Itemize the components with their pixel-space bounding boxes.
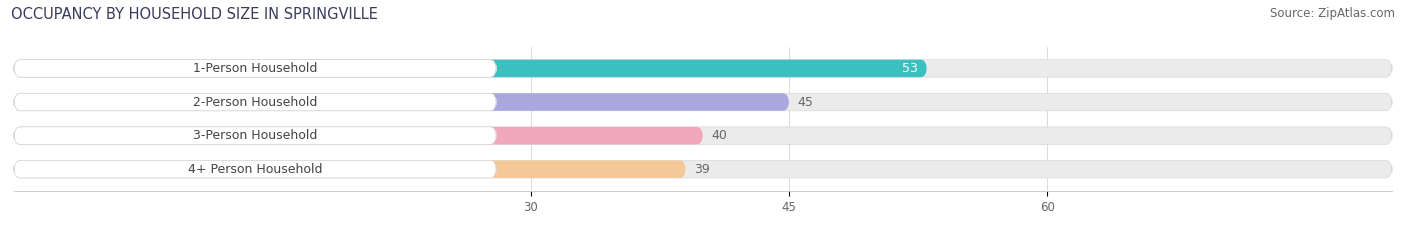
FancyBboxPatch shape bbox=[14, 161, 686, 178]
Text: 45: 45 bbox=[797, 96, 814, 109]
FancyBboxPatch shape bbox=[14, 127, 496, 144]
FancyBboxPatch shape bbox=[14, 93, 1392, 111]
Text: 39: 39 bbox=[695, 163, 710, 176]
FancyBboxPatch shape bbox=[14, 161, 1392, 178]
FancyBboxPatch shape bbox=[14, 60, 1392, 77]
Text: 4+ Person Household: 4+ Person Household bbox=[188, 163, 322, 176]
Text: 3-Person Household: 3-Person Household bbox=[193, 129, 318, 142]
FancyBboxPatch shape bbox=[14, 60, 927, 77]
Text: 2-Person Household: 2-Person Household bbox=[193, 96, 318, 109]
Text: OCCUPANCY BY HOUSEHOLD SIZE IN SPRINGVILLE: OCCUPANCY BY HOUSEHOLD SIZE IN SPRINGVIL… bbox=[11, 7, 378, 22]
Text: 40: 40 bbox=[711, 129, 727, 142]
Text: Source: ZipAtlas.com: Source: ZipAtlas.com bbox=[1270, 7, 1395, 20]
Text: 53: 53 bbox=[903, 62, 918, 75]
FancyBboxPatch shape bbox=[14, 93, 789, 111]
FancyBboxPatch shape bbox=[14, 93, 496, 111]
FancyBboxPatch shape bbox=[14, 127, 703, 144]
FancyBboxPatch shape bbox=[14, 161, 496, 178]
FancyBboxPatch shape bbox=[14, 60, 496, 77]
FancyBboxPatch shape bbox=[14, 127, 1392, 144]
Text: 1-Person Household: 1-Person Household bbox=[193, 62, 318, 75]
